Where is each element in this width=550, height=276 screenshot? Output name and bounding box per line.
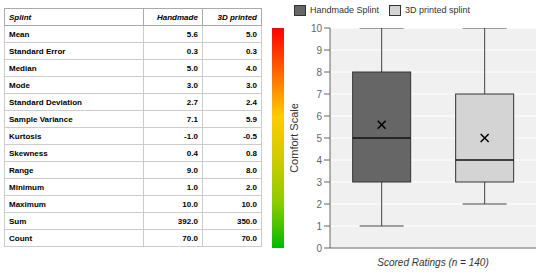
html-text:3.0: 3.0 (186, 80, 198, 90)
svg-text:9: 9 (316, 45, 322, 56)
html-text:1.0: 1.0 (186, 182, 198, 192)
svg-text:7: 7 (316, 89, 322, 100)
html-text:70.0: 70.0 (182, 233, 198, 243)
html-text:Mean: Mean (9, 29, 30, 39)
html-text:350.0: 350.0 (237, 216, 257, 226)
svg-text:0: 0 (316, 243, 322, 254)
html-text:Standard Error: Standard Error (9, 46, 66, 56)
html-text:2.0: 2.0 (245, 182, 257, 192)
html-text:392.0: 392.0 (177, 216, 198, 226)
html-text:2.7: 2.7 (186, 97, 198, 107)
html-text:Splint: Splint (9, 12, 32, 22)
html-text:5.6: 5.6 (186, 29, 198, 39)
html-text:Standard Deviation: Standard Deviation (9, 97, 82, 107)
svg-text:8: 8 (316, 67, 322, 78)
html-text:Skewness: Skewness (9, 148, 48, 158)
html-text:Median: Median (9, 63, 37, 73)
html-text:Handmade: Handmade (157, 12, 198, 22)
html-text:Kurtosis: Kurtosis (9, 131, 42, 141)
svg-text:1: 1 (316, 221, 322, 232)
html-text:70.0: 70.0 (241, 233, 257, 243)
svg-text:4: 4 (316, 155, 322, 166)
html-text:3.0: 3.0 (245, 80, 257, 90)
html-text:10.0: 10.0 (241, 199, 257, 209)
html-text:Handmade Splint: Handmade Splint (310, 5, 379, 15)
html-text:Sample Variance: Sample Variance (9, 114, 73, 124)
svg-text:5: 5 (316, 133, 322, 144)
svg-text:2: 2 (316, 199, 322, 210)
svg-text:Comfort Scale: Comfort Scale (290, 103, 300, 173)
html-text:10.0: 10.0 (182, 199, 198, 209)
html-text:0.4: 0.4 (186, 148, 198, 158)
html-text:9.0: 9.0 (186, 165, 198, 175)
html-text:0.8: 0.8 (245, 148, 257, 158)
html-text:4.0: 4.0 (245, 63, 257, 73)
html-text:-1.0: -1.0 (184, 131, 198, 141)
html-text:Sum: Sum (9, 216, 27, 226)
html-text:-0.5: -0.5 (243, 131, 257, 141)
html-text:0.3: 0.3 (245, 46, 257, 56)
html-text:8.0: 8.0 (245, 165, 257, 175)
svg-text:6: 6 (316, 111, 322, 122)
html-text:5.0: 5.0 (245, 29, 257, 39)
html-text:5.9: 5.9 (245, 114, 257, 124)
svg-text:3: 3 (316, 177, 322, 188)
html-text:Maximum: Maximum (9, 199, 46, 209)
html-text:0.3: 0.3 (186, 46, 198, 56)
svg-text:10: 10 (311, 23, 323, 34)
html-text:2.4: 2.4 (245, 97, 257, 107)
html-text:Mode: Mode (9, 80, 30, 90)
html-text:7.1: 7.1 (186, 114, 198, 124)
html-text:Minimum: Minimum (9, 182, 45, 192)
html-text:5.0: 5.0 (186, 63, 198, 73)
html-text:Range: Range (9, 165, 34, 175)
html-text:3D printed splint: 3D printed splint (405, 5, 471, 15)
html-text:3D printed: 3D printed (217, 12, 257, 22)
svg-text:Scored Ratings (n = 140): Scored Ratings (n = 140) (377, 257, 488, 268)
html-text:Count: Count (9, 233, 33, 243)
